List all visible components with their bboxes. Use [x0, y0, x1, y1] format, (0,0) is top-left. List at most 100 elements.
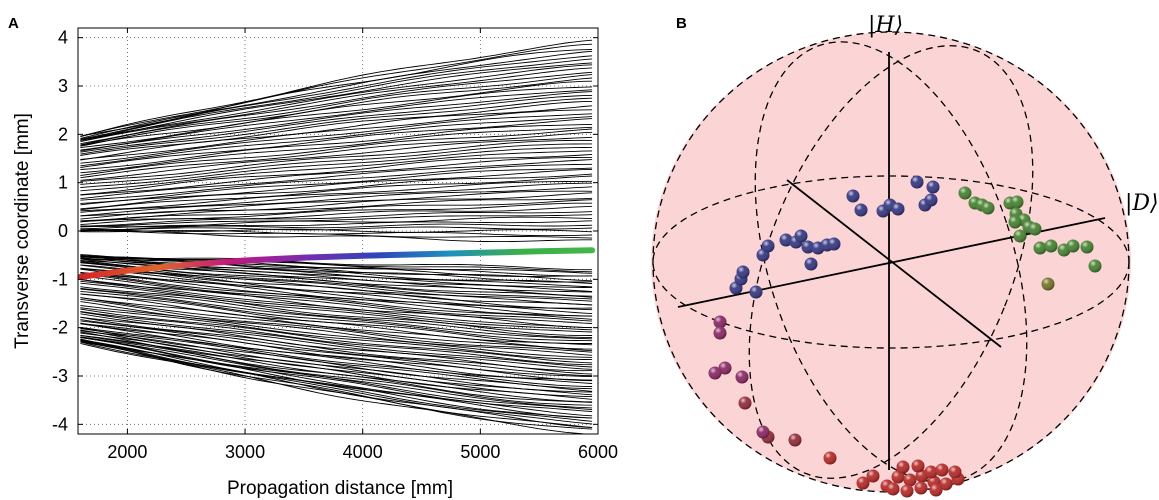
state-point-indigo — [801, 240, 815, 254]
trajectory-line — [80, 89, 593, 151]
trajectory-line — [80, 159, 593, 200]
x-tick-label: 5000 — [460, 442, 500, 462]
trajectory-line — [80, 67, 593, 143]
state-point-green — [981, 201, 995, 215]
trajectory-line — [80, 182, 593, 213]
point-shade — [924, 465, 938, 479]
trajectory-line — [80, 64, 593, 141]
state-point-green — [1033, 241, 1047, 255]
trajectory-line — [80, 326, 593, 387]
trajectory-line — [80, 229, 593, 239]
point-shade — [856, 476, 870, 490]
y-tick-label: -3 — [52, 366, 68, 386]
state-point-red — [935, 463, 949, 477]
trajectory-line — [80, 186, 593, 217]
trajectory-line — [80, 319, 593, 377]
highlighted-trajectory-line — [78, 247, 596, 280]
y-tick-label: -4 — [52, 414, 68, 434]
state-point-indigo — [891, 202, 905, 216]
point-shade — [891, 202, 905, 216]
trajectory-line — [80, 307, 593, 361]
state-point-magenta — [735, 370, 749, 384]
point-shade — [900, 484, 914, 498]
point-shade — [788, 433, 802, 447]
x-axis-label: Propagation distance [mm] — [227, 478, 453, 499]
trajectory-lines — [80, 39, 593, 434]
point-shade — [958, 186, 972, 200]
point-shade — [735, 370, 749, 384]
state-point-red — [939, 477, 953, 491]
trajectory-line — [80, 336, 593, 406]
trajectory-line — [80, 126, 593, 174]
state-point-magenta — [713, 326, 727, 340]
point-shade — [1013, 229, 1027, 243]
y-tick-label: -2 — [52, 318, 68, 338]
x-tick-label: 6000 — [578, 442, 618, 462]
state-point-green — [1013, 229, 1027, 243]
diagonal-axis-2 — [786, 179, 1002, 348]
point-shade — [854, 203, 868, 217]
trajectory-line — [80, 118, 593, 168]
trajectory-line — [80, 293, 593, 344]
trajectory-line — [80, 113, 593, 164]
state-point-indigo — [736, 265, 750, 279]
point-shade — [1028, 222, 1042, 236]
state-point-indigo — [910, 175, 924, 189]
trajectory-line — [80, 86, 593, 149]
state-point-indigo — [924, 193, 938, 207]
trajectory-line — [80, 286, 593, 337]
trajectory-line — [80, 91, 593, 152]
trajectory-line — [80, 330, 593, 393]
trajectory-line — [80, 273, 593, 322]
state-point-red — [866, 469, 880, 483]
trajectory-line — [80, 320, 593, 378]
trajectory-line — [80, 173, 593, 210]
d-state-label: |D⟩ — [1125, 191, 1159, 216]
point-shade — [1088, 259, 1102, 273]
trajectory-line — [80, 262, 593, 302]
state-point-indigo — [827, 237, 841, 251]
x-tick-label: 2000 — [107, 442, 147, 462]
trajectory-line — [80, 258, 593, 283]
trajectory-line — [80, 264, 593, 306]
state-point-green — [1044, 239, 1058, 253]
point-shade — [903, 473, 917, 487]
point-shade — [926, 180, 940, 194]
state-points — [708, 175, 1102, 498]
point-shade — [779, 233, 793, 247]
state-point-green — [1088, 259, 1102, 273]
point-shade — [827, 237, 841, 251]
state-point-green — [1080, 240, 1094, 254]
trajectory-line — [80, 43, 593, 137]
state-point-red — [891, 470, 905, 484]
point-shade — [804, 257, 818, 271]
state-point-red — [911, 459, 925, 473]
state-point-indigo — [804, 257, 818, 271]
state-point-red — [929, 483, 943, 497]
trajectory-line — [80, 339, 593, 429]
trajectory-line — [80, 311, 593, 368]
state-point-indigo — [779, 233, 793, 247]
y-tick-label: 4 — [58, 28, 68, 48]
point-shade — [1041, 277, 1055, 291]
point-shade — [801, 240, 815, 254]
trajectory-line — [80, 279, 593, 329]
point-shade — [1008, 215, 1022, 229]
trajectory-line — [80, 297, 593, 352]
point-shade — [1044, 239, 1058, 253]
point-shade — [823, 451, 837, 465]
point-shade — [749, 285, 763, 299]
trajectory-line — [80, 332, 593, 398]
trajectory-line — [80, 100, 593, 156]
state-point-indigo — [761, 239, 775, 253]
trajectory-line — [80, 272, 593, 320]
trajectory-line — [80, 167, 593, 204]
equator — [652, 175, 1130, 349]
point-shade — [939, 477, 953, 491]
trajectory-line — [80, 97, 593, 155]
point-shade — [756, 425, 770, 439]
trajectory-line — [80, 338, 593, 417]
state-point-red — [924, 465, 938, 479]
trajectory-line — [80, 223, 593, 231]
state-point-magenta — [718, 361, 732, 375]
